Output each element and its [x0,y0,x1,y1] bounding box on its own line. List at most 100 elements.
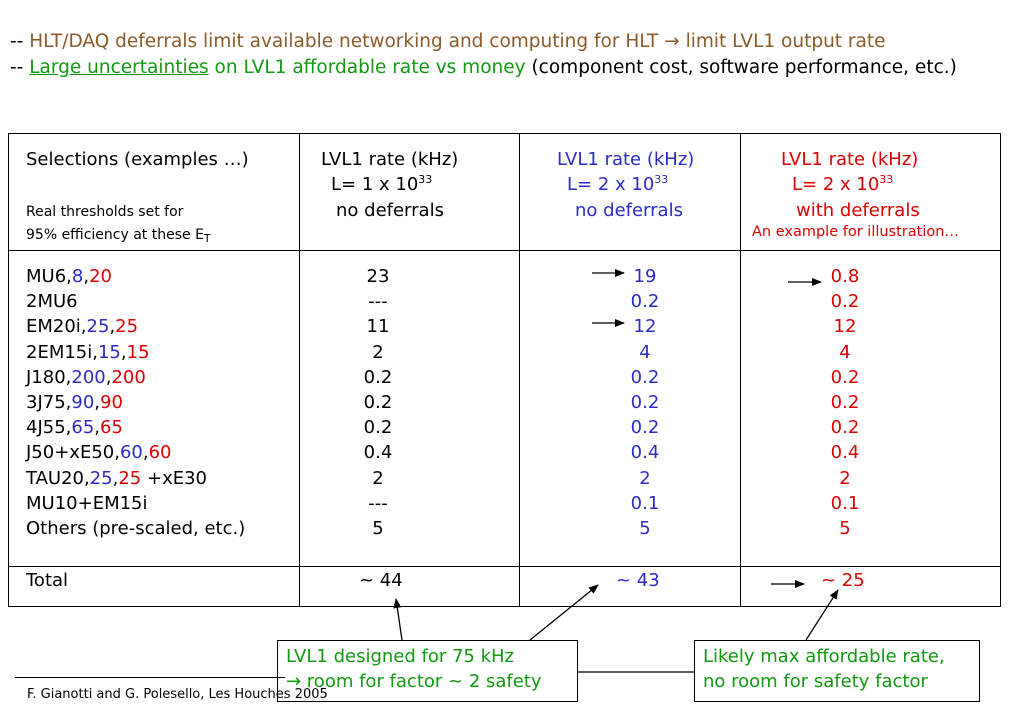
selection-name: 2MU6 [26,291,78,312]
bullet-dash: -- [10,31,30,52]
table-total-divider [8,566,1001,567]
rate-v3: 4 [839,341,851,363]
selection-name-sep: , [105,366,112,388]
selection-name: J180,200,200 [26,367,146,388]
selection-name-black: J180, [26,366,72,388]
selection-name-blue: 65 [71,417,95,439]
rate-v2: 0.1 [630,492,660,514]
selection-name-blue: 25 [89,467,113,489]
intro-line-1: -- HLT/DAQ deferrals limit available net… [10,31,886,52]
col4-sub: with deferrals [796,200,920,221]
col2-lumi: L= 1 x 1033 [331,173,433,195]
col3-title: LVL1 rate (kHz) [557,149,695,170]
rate-v2: 0.4 [630,442,660,464]
col2-title: LVL1 rate (kHz) [321,149,459,170]
rates-table [8,133,1001,607]
rate-v3: 5 [839,518,851,539]
rate-v1: 0.2 [363,417,393,439]
selection-name: MU6,8,20 [26,266,112,287]
selection-name-sep: , [94,417,101,439]
selection-name-black: J50+xE50, [26,442,120,464]
selection-name-blue: 8 [71,266,84,287]
col3-sub: no deferrals [575,200,683,221]
selection-name: 4J55,65,65 [26,417,123,438]
selection-name-red: 90 [100,392,123,413]
total-v1: ~ 44 [359,570,403,591]
callout-right-line2: no room for safety factor [703,671,928,692]
rate-v1: 0.4 [363,442,393,464]
col1-note: Real thresholds set for 95% efficiency a… [26,201,211,247]
table-divider [740,133,741,607]
rate-v2: 19 [633,266,657,287]
selection-name: 2EM15i,15,15 [26,342,150,363]
selection-name-black: MU10+EM15i [26,492,148,514]
callout-right-line1: Likely max affordable rate, [703,646,945,667]
callout-left-line1: LVL1 designed for 75 kHz [286,646,515,667]
rate-v1: 0.2 [363,366,393,388]
selection-name: MU10+EM15i [26,493,148,514]
table-divider [519,133,520,607]
large-uncertainties-link[interactable]: Large uncertainties [29,57,209,78]
selection-name: J50+xE50,60,60 [26,442,172,463]
selection-name-black: 2EM15i, [26,341,98,363]
selection-name-red: 65 [100,417,123,439]
rate-v1: 23 [366,266,390,287]
rate-v3: 0.2 [830,417,860,439]
selection-name: TAU20,25,25 +xE30 [26,468,207,489]
footer-credit: F. Gianotti and G. Polesello, Les Houche… [27,687,328,702]
rate-v2: 0.2 [630,417,660,439]
callout-left-line2: → room for factor ~ 2 safety [286,671,542,692]
col1-note-line1: Real thresholds set for [26,204,184,220]
rate-v1: 0.2 [363,392,393,413]
total-label: Total [26,570,69,591]
selection-name-black: 3J75, [26,392,72,413]
rate-v2: 5 [639,518,651,539]
selection-name-red: 200 [111,366,146,388]
rate-v2: 0.2 [630,291,660,313]
rate-v1: --- [368,291,388,313]
selection-name-black: 2MU6 [26,291,78,313]
total-v3: ~ 25 [821,570,865,591]
rate-v3: 2 [839,467,851,489]
callout-left: LVL1 designed for 75 kHz → room for fact… [277,640,578,702]
intro-line-1-text: HLT/DAQ deferrals limit available networ… [29,31,886,52]
rate-v3: 0.2 [830,366,860,388]
selection-name-sep: , [83,266,90,287]
rate-v3: 0.2 [830,291,860,313]
selection-name-blue: 15 [97,341,121,363]
selection-name-black: 4J55, [26,417,72,439]
callout-right: Likely max affordable rate, no room for … [694,640,980,702]
intro-line-2-green: on LVL1 affordable rate vs money [208,57,532,78]
arrow-diagonal-icon [529,584,599,641]
intro-line-2-black: (component cost, software performance, e… [531,57,957,78]
selection-name-red: 60 [148,442,172,464]
rate-v1: 2 [372,467,384,489]
col4-lumi: L= 2 x 1033 [792,173,894,195]
col1-note-line2: 95% efficiency at these ET [26,227,211,245]
table-header-divider [8,250,1001,251]
selection-name-red: 25 [118,467,142,489]
total-v2: ~ 43 [616,570,660,591]
rate-v2: 0.2 [630,366,660,388]
rate-v1: --- [368,492,388,514]
arrow-up-icon [393,598,403,641]
selection-name-sep: , [120,341,127,363]
col4-title: LVL1 rate (kHz) [781,149,919,170]
selection-name-sep: , [112,467,119,489]
selection-name: EM20i,25,25 [26,316,138,337]
rate-v2: 0.2 [630,392,660,413]
table-divider [299,133,300,607]
rate-v3: 12 [833,316,857,338]
selection-name-sep: , [109,316,116,338]
selection-name: Others (pre-scaled, etc.) [26,518,245,539]
rate-v3: 0.2 [830,392,860,413]
selection-name: 3J75,90,90 [26,392,123,413]
rate-v2: 2 [639,467,651,489]
selection-name-black: TAU20, [26,467,90,489]
selection-name-sep: , [142,442,149,464]
col1-header: Selections (examples …) [26,147,249,172]
rate-v3: 0.4 [830,442,860,464]
bullet-dash: -- [10,57,30,78]
selection-name-blue: 90 [71,392,95,413]
rate-v1: 2 [372,341,384,363]
